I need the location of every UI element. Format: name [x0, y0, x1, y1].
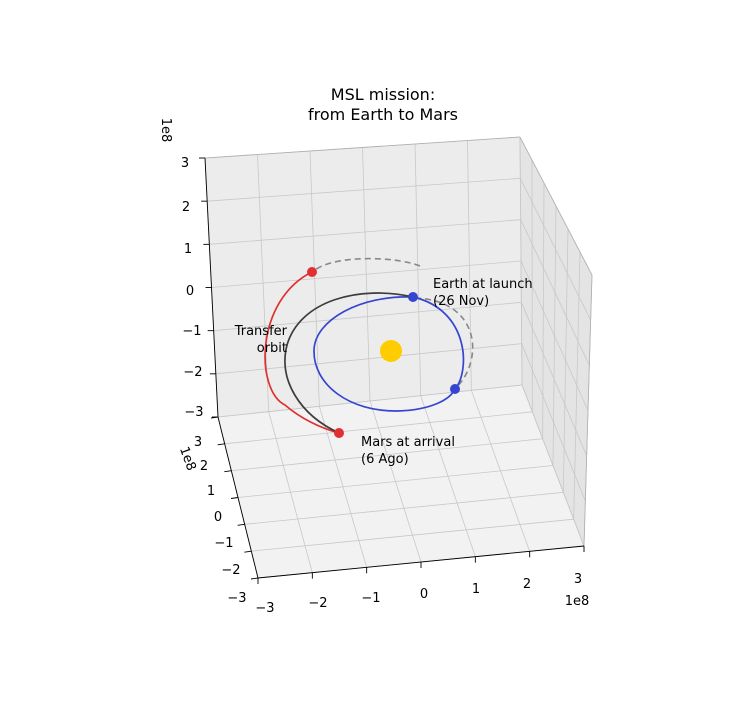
y-tick	[250, 577, 259, 580]
y-tick	[237, 523, 245, 526]
pane-edge	[204, 136, 521, 159]
sun-marker	[380, 340, 402, 362]
y-tick	[244, 550, 252, 553]
y-tick	[224, 470, 232, 473]
y-tick	[217, 443, 225, 446]
title-line-2: from Earth to Mars	[308, 105, 458, 124]
mars-orbit-dashed-line	[314, 257, 474, 390]
grid-line	[519, 178, 592, 321]
y-tick-label: 0	[214, 510, 222, 525]
orbit-lines	[264, 257, 474, 434]
z-tick-label: −3	[184, 405, 203, 420]
earth-annotation-line-2: (26 Nov)	[433, 294, 489, 309]
x-tick-labels: −3 −2 −1 0 1 2 3 1e8	[255, 572, 589, 616]
z-tick-label: 2	[182, 200, 190, 215]
grid-line	[521, 384, 585, 547]
axis-lines	[199, 136, 593, 584]
y-tick	[230, 497, 239, 499]
y-tick-label: 1	[207, 484, 215, 499]
pane-edge	[583, 274, 593, 547]
mars-annotation-line-1: Mars at arrival	[361, 435, 455, 450]
transfer-annotation-line-2: orbit	[257, 341, 287, 356]
pane-edge	[519, 136, 593, 276]
transfer-annotation-line-1: Transfer	[234, 324, 288, 339]
y-tick-label: 2	[200, 459, 208, 474]
z-offset-text: 1e8	[158, 118, 173, 143]
y-tick-label: −1	[214, 536, 233, 551]
y-tick-label: −3	[227, 591, 246, 606]
earth-orbit-line	[313, 296, 465, 412]
earth-position-marker	[450, 384, 460, 394]
x-tick-label: 1	[472, 582, 480, 597]
mars-arrival-marker	[334, 428, 344, 438]
z-tick-label: 3	[181, 156, 189, 171]
z-tick-label: 1	[184, 242, 192, 257]
transfer-orbit-front-line	[284, 292, 414, 434]
x-tick-label: −1	[361, 591, 380, 606]
earth-annotation-line-1: Earth at launch	[433, 277, 533, 292]
axes-panes	[204, 136, 593, 579]
earth-launch-marker	[408, 292, 418, 302]
x-tick-label: 0	[420, 587, 428, 602]
transfer-orbit-back-line	[264, 271, 340, 434]
y-tick-label: 3	[194, 435, 202, 450]
chart-title: MSL mission: from Earth to Mars	[308, 85, 458, 124]
annotations: Earth at launch (26 Nov) Transfer orbit …	[234, 277, 533, 467]
grid-line	[207, 177, 521, 202]
x-tick-label: 2	[523, 577, 531, 592]
z-tick-label: −2	[183, 365, 202, 380]
y-tick-label: −2	[221, 563, 240, 578]
title-line-1: MSL mission:	[331, 85, 435, 104]
orbit-markers	[307, 267, 460, 438]
x-offset-text: 1e8	[565, 594, 590, 609]
mars-start-marker	[307, 267, 317, 277]
z-tick-labels: −3 −2 −1 0 1 2 3 1e8	[158, 118, 204, 420]
x-tick-label: 3	[574, 572, 582, 587]
z-tick-label: −1	[182, 324, 201, 339]
grid-line	[519, 136, 523, 386]
x-tick-label: −2	[308, 596, 327, 611]
z-tick-label: 0	[186, 284, 194, 299]
x-tick-label: −3	[255, 601, 274, 616]
mars-annotation-line-2: (6 Ago)	[361, 452, 409, 467]
y-tick	[210, 416, 219, 419]
grid-line	[251, 518, 574, 552]
